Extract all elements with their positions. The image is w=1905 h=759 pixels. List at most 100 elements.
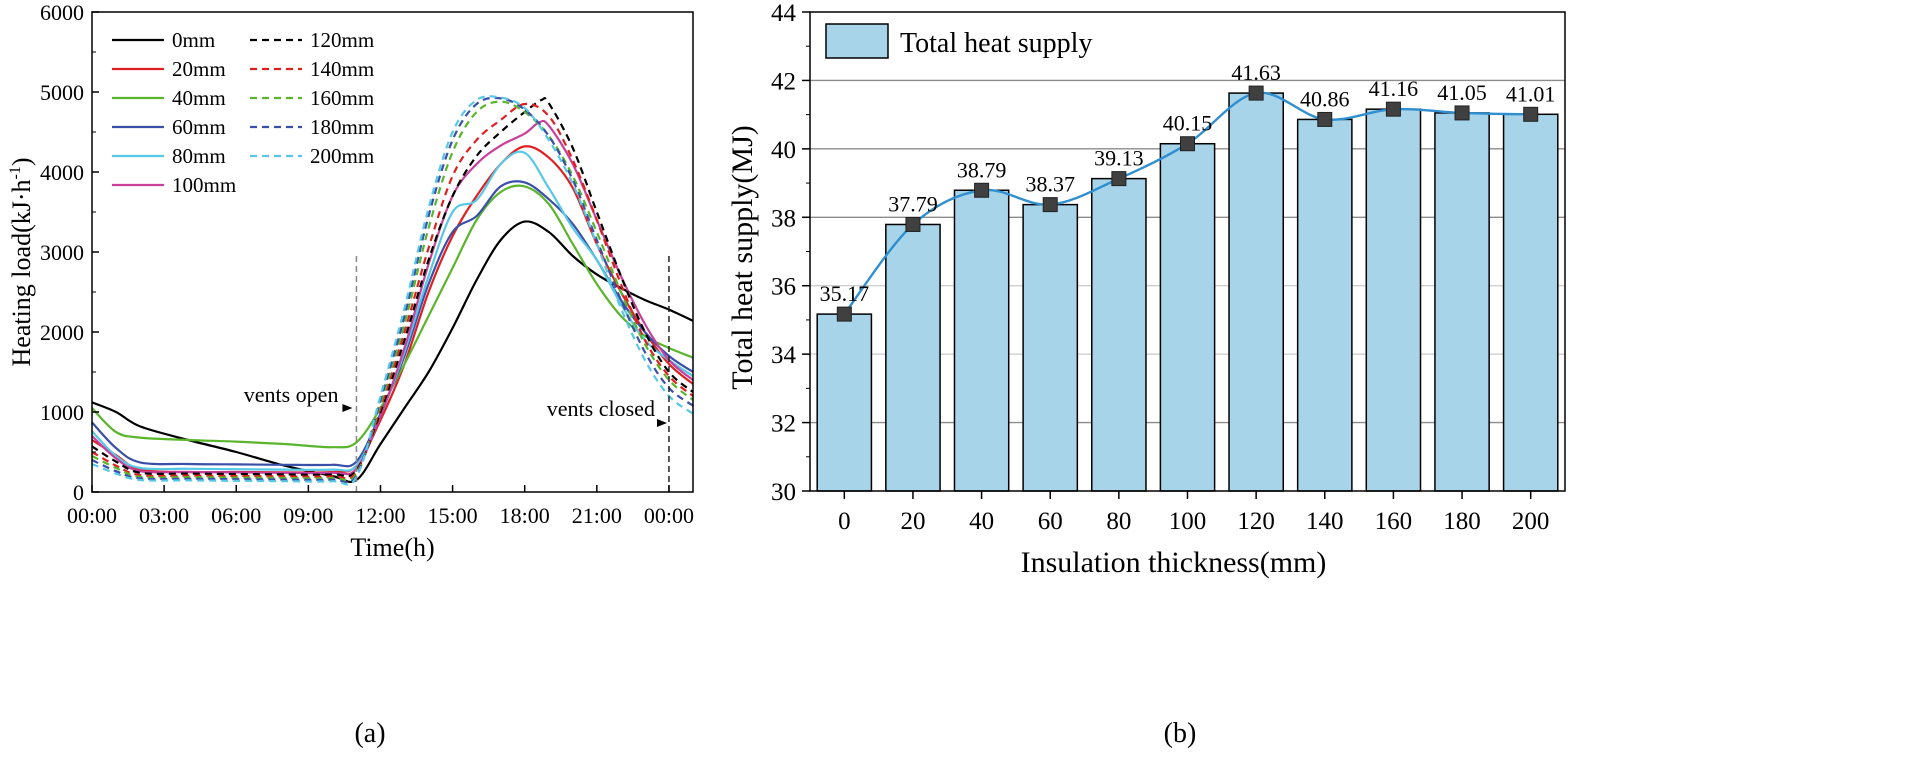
y-tick-label-6: 6000 xyxy=(40,0,84,25)
panel-a-annotations: vents open vents closed xyxy=(244,256,670,492)
legend-label-200mm: 200mm xyxy=(310,144,374,168)
y-tick-label-0: 30 xyxy=(771,479,796,506)
x-tick-label-1: 03:00 xyxy=(139,503,189,528)
panel-a-legend: 0mm 20mm 40mm 60mm 80mm 100mm 120mm 140mm 160mm 1… xyxy=(112,28,374,197)
data-label-100: 40.15 xyxy=(1163,111,1213,136)
data-label-180: 41.05 xyxy=(1437,80,1487,105)
x-tick-label-120: 120 xyxy=(1237,508,1275,535)
data-label-140: 40.86 xyxy=(1300,86,1350,111)
point-marker-80 xyxy=(1111,171,1127,187)
y-tick-label-3: 3000 xyxy=(40,240,84,265)
legend-label-total-heat-supply: Total heat supply xyxy=(900,28,1092,59)
series-line-140mm xyxy=(91,102,694,480)
point-marker-160 xyxy=(1385,101,1401,117)
bar-60 xyxy=(1022,203,1079,492)
y-tick-label-6: 42 xyxy=(771,68,796,95)
legend-label-180mm: 180mm xyxy=(310,115,374,139)
annotation-arrow-0 xyxy=(342,404,353,412)
x-tick-label-3: 09:00 xyxy=(283,503,333,528)
point-marker-100 xyxy=(1180,136,1195,152)
legend-label-80mm: 80mm xyxy=(172,144,226,168)
x-tick-label-80: 80 xyxy=(1106,508,1131,535)
point-marker-60 xyxy=(1042,197,1058,213)
series-line-160mm xyxy=(91,100,694,482)
x-tick-label-7: 21:00 xyxy=(572,503,622,528)
y-tick-label-7: 44 xyxy=(771,0,797,27)
bar-140 xyxy=(1296,118,1353,492)
x-tick-label-100: 100 xyxy=(1169,508,1207,535)
panel-a-y-axis-label-main: Heating load(kJ·h xyxy=(7,179,36,366)
series-line-180mm xyxy=(91,96,694,484)
x-tick-label-4: 12:00 xyxy=(355,503,405,528)
legend-label-0mm: 0mm xyxy=(172,28,215,52)
panel-a-y-axis-label: Heating load(kJ·h-1) xyxy=(7,157,36,366)
y-tick-label-4: 38 xyxy=(771,205,796,232)
data-label-120: 41.63 xyxy=(1231,60,1281,85)
data-label-80: 39.13 xyxy=(1094,146,1144,171)
y-tick-label-4: 4000 xyxy=(40,160,84,185)
legend-label-60mm: 60mm xyxy=(172,115,226,139)
legend-label-40mm: 40mm xyxy=(172,86,226,110)
bar-200 xyxy=(1502,113,1559,492)
annotation-text-1: vents closed xyxy=(547,396,655,421)
bar-160 xyxy=(1365,108,1422,492)
y-tick-label-3: 36 xyxy=(771,274,796,301)
bar-180 xyxy=(1434,112,1490,492)
x-tick-label-8: 00:00 xyxy=(644,503,694,528)
panel-b-x-axis-label: Insulation thickness(mm) xyxy=(1021,546,1327,579)
bar-80 xyxy=(1091,177,1147,492)
x-tick-label-60: 60 xyxy=(1038,508,1063,535)
x-tick-label-140: 140 xyxy=(1306,508,1344,535)
legend-label-20mm: 20mm xyxy=(172,57,226,81)
bar-100 xyxy=(1159,142,1216,492)
panel-a-series-layer xyxy=(91,95,694,486)
x-tick-label-6: 18:00 xyxy=(500,503,550,528)
y-tick-label-2: 2000 xyxy=(40,320,84,345)
point-marker-40 xyxy=(974,182,990,198)
data-label-40: 38.79 xyxy=(957,157,1007,182)
x-tick-label-40: 40 xyxy=(969,508,994,535)
legend-label-160mm: 160mm xyxy=(310,86,374,110)
x-tick-label-160: 160 xyxy=(1375,508,1413,535)
panel-b-bar-chart: 35.17 37.79 38.79 38.37 39.13 40.15 41.63 40.86… xyxy=(726,0,1566,749)
panel-a-caption: (a) xyxy=(354,718,385,749)
series-line-80mm xyxy=(91,150,694,472)
legend-label-140mm: 140mm xyxy=(310,57,374,81)
bar-20 xyxy=(885,223,941,492)
panel-a-ticks: 00:00 03:00 06:00 09:00 12:00 15:00 18:00 21:00… xyxy=(40,0,694,528)
annotation-arrow-1 xyxy=(656,419,667,427)
panel-b-ticks: 0 20 40 60 80 100 120 140 160 180 200 30 32 34 36 38 40 4… xyxy=(771,0,1549,535)
data-label-20: 37.79 xyxy=(888,191,938,216)
legend-swatch-total-heat-supply xyxy=(825,23,889,59)
x-tick-label-20: 20 xyxy=(900,508,925,535)
panel-b-data-labels: 35.17 37.79 38.79 38.37 39.13 40.15 41.63 40.86… xyxy=(820,60,1556,306)
point-marker-0 xyxy=(836,306,852,322)
point-marker-180 xyxy=(1454,105,1470,121)
y-tick-label-0: 0 xyxy=(73,480,84,505)
point-marker-120 xyxy=(1248,85,1264,101)
data-label-0: 35.17 xyxy=(820,281,870,306)
panel-b-caption: (b) xyxy=(1164,718,1197,749)
legend-label-120mm: 120mm xyxy=(310,28,374,52)
panel-a-y-axis-label-sup: -1 xyxy=(7,166,24,179)
x-tick-label-0: 00:00 xyxy=(67,503,117,528)
x-tick-label-180: 180 xyxy=(1443,508,1481,535)
series-line-200mm xyxy=(91,95,694,486)
panel-a-line-chart: vents open vents closed 00:00 03:00 06:00 09… xyxy=(7,0,694,749)
y-tick-label-1: 1000 xyxy=(40,400,84,425)
series-line-60mm xyxy=(91,180,694,468)
panel-b-trend-line xyxy=(836,85,1539,322)
panel-a-y-axis-label-close: ) xyxy=(7,157,36,166)
y-tick-label-5: 40 xyxy=(771,137,796,164)
y-tick-label-5: 5000 xyxy=(40,80,84,105)
panel-b-y-axis-label: Total heat supply(MJ) xyxy=(726,125,759,390)
bar-40 xyxy=(953,189,1010,492)
x-tick-label-200: 200 xyxy=(1512,508,1550,535)
series-line-40mm xyxy=(91,184,694,449)
bar-120 xyxy=(1228,92,1284,492)
point-marker-200 xyxy=(1523,106,1539,122)
annotation-text-0: vents open xyxy=(244,382,339,407)
bar-0 xyxy=(816,313,873,492)
x-tick-label-5: 15:00 xyxy=(428,503,478,528)
y-tick-label-1: 32 xyxy=(771,411,796,438)
